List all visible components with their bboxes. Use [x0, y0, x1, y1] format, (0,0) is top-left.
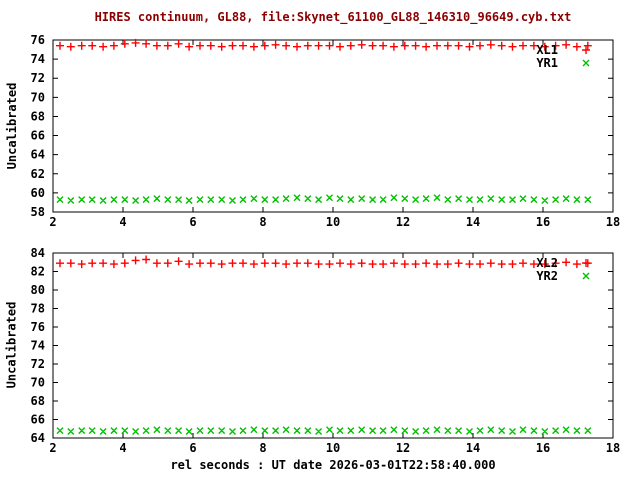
- y-tick-label: 76: [31, 320, 45, 334]
- series-XL2-points: [56, 255, 592, 269]
- y-tick-label: 80: [31, 283, 45, 297]
- chart-title: HIRES continuum, GL88, file:Skynet_61100…: [94, 10, 572, 24]
- x-tick-label: 2: [49, 215, 56, 229]
- y-tick-label: 74: [31, 52, 45, 66]
- y-tick-label: 84: [31, 246, 45, 260]
- y-tick-label: 82: [31, 265, 45, 279]
- y-tick-label: 58: [31, 205, 45, 219]
- x-axis-label: rel seconds : UT date 2026-03-01T22:58:4…: [170, 458, 496, 472]
- x-tick-label: 6: [189, 441, 196, 455]
- y-tick-label: 68: [31, 109, 45, 123]
- y-tick-label: 68: [31, 394, 45, 408]
- y-tick-label: 78: [31, 302, 45, 316]
- y-tick-label: 72: [31, 357, 45, 371]
- y-tick-label: 66: [31, 129, 45, 143]
- x-tick-label: 4: [119, 215, 126, 229]
- y-tick-label: 62: [31, 167, 45, 181]
- y-tick-label: 64: [31, 431, 45, 445]
- y-tick-label: 76: [31, 33, 45, 47]
- y-tick-label: 60: [31, 186, 45, 200]
- x-tick-label: 2: [49, 441, 56, 455]
- legend-marker-plus-icon: [582, 259, 590, 267]
- x-tick-label: 4: [119, 441, 126, 455]
- x-tick-label: 14: [466, 441, 480, 455]
- series-YR1-points: [56, 194, 592, 204]
- y-tick-label: 64: [31, 148, 45, 162]
- legend-label-XL2: XL2: [536, 256, 558, 270]
- legend-marker-cross-icon: [582, 272, 590, 280]
- plot-border: [52, 252, 614, 439]
- y-tick-label: 74: [31, 339, 45, 353]
- legend-label-XL1: XL1: [536, 43, 558, 57]
- y-tick-label: 70: [31, 376, 45, 390]
- y-tick-label: 72: [31, 71, 45, 85]
- y-tick-label: 70: [31, 90, 45, 104]
- x-tick-label: 14: [466, 215, 480, 229]
- legend-marker-cross-icon: [582, 59, 590, 67]
- x-tick-label: 6: [189, 215, 196, 229]
- plot-panel-bottom: 2 4 6 8 10 12 14 16 186466687072747678808284XL2Y…: [31, 246, 621, 455]
- x-tick-label: 16: [536, 215, 550, 229]
- y-tick-label: 66: [31, 413, 45, 427]
- x-tick-label: 8: [259, 441, 266, 455]
- legend-marker-plus-icon: [582, 46, 590, 54]
- x-tick-label: 12: [396, 215, 410, 229]
- x-tick-label: 12: [396, 441, 410, 455]
- x-tick-label: 10: [326, 215, 340, 229]
- x-tick-label: 18: [606, 441, 620, 455]
- series-YR2-points: [56, 426, 592, 435]
- x-tick-label: 16: [536, 441, 550, 455]
- x-tick-label: 18: [606, 215, 620, 229]
- x-tick-label: 10: [326, 441, 340, 455]
- series-XL1-points: [56, 38, 592, 51]
- legend-label-YR1: YR1: [536, 56, 558, 70]
- plot-border: [52, 39, 614, 213]
- x-tick-label: 8: [259, 215, 266, 229]
- legend-label-YR2: YR2: [536, 269, 558, 283]
